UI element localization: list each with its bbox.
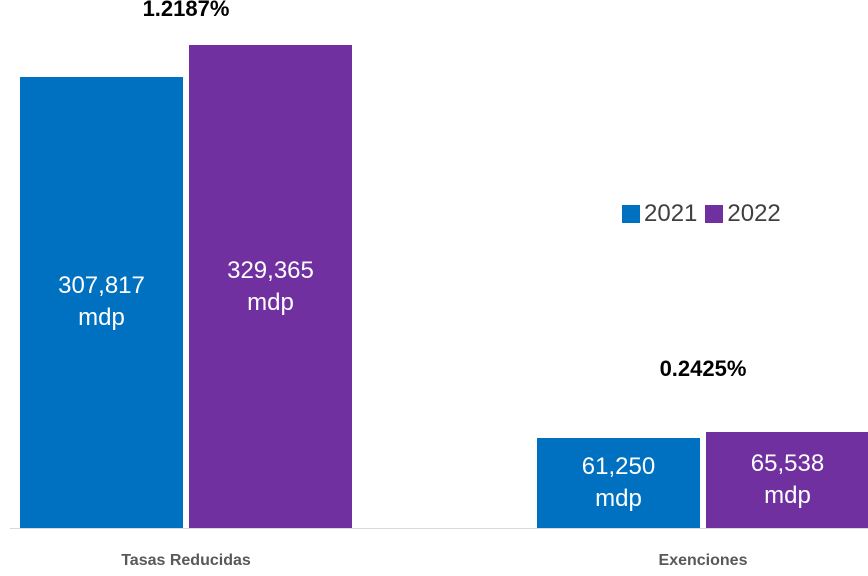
- annotation: 0.2425%: [659, 355, 747, 381]
- bar: 61,250 mdp: [537, 438, 700, 528]
- value-label: 329,365 mdp: [227, 256, 314, 316]
- bar: 329,365 mdp: [189, 45, 352, 528]
- legend-label: 2022: [727, 200, 781, 227]
- baseline: [10, 528, 868, 529]
- legend-item: 2021: [622, 200, 697, 228]
- legend-item: 2022: [705, 200, 781, 228]
- value-label: 307,817 mdp: [58, 272, 145, 332]
- bar: 307,817 mdp: [20, 76, 183, 528]
- category-label: Exenciones: [658, 552, 748, 569]
- annotation: 1.2187%: [142, 0, 230, 21]
- legend-swatch: [705, 205, 724, 223]
- legend-label: 2021: [644, 200, 698, 227]
- legend-swatch: [622, 205, 640, 223]
- legend: 2021 2022: [622, 200, 789, 228]
- value-label: 61,250 mdp: [581, 453, 656, 513]
- bar: 65,538 mdp: [706, 431, 868, 528]
- category-label: Tasas Reducidas: [121, 552, 251, 569]
- value-label: 65,538 mdp: [750, 449, 825, 509]
